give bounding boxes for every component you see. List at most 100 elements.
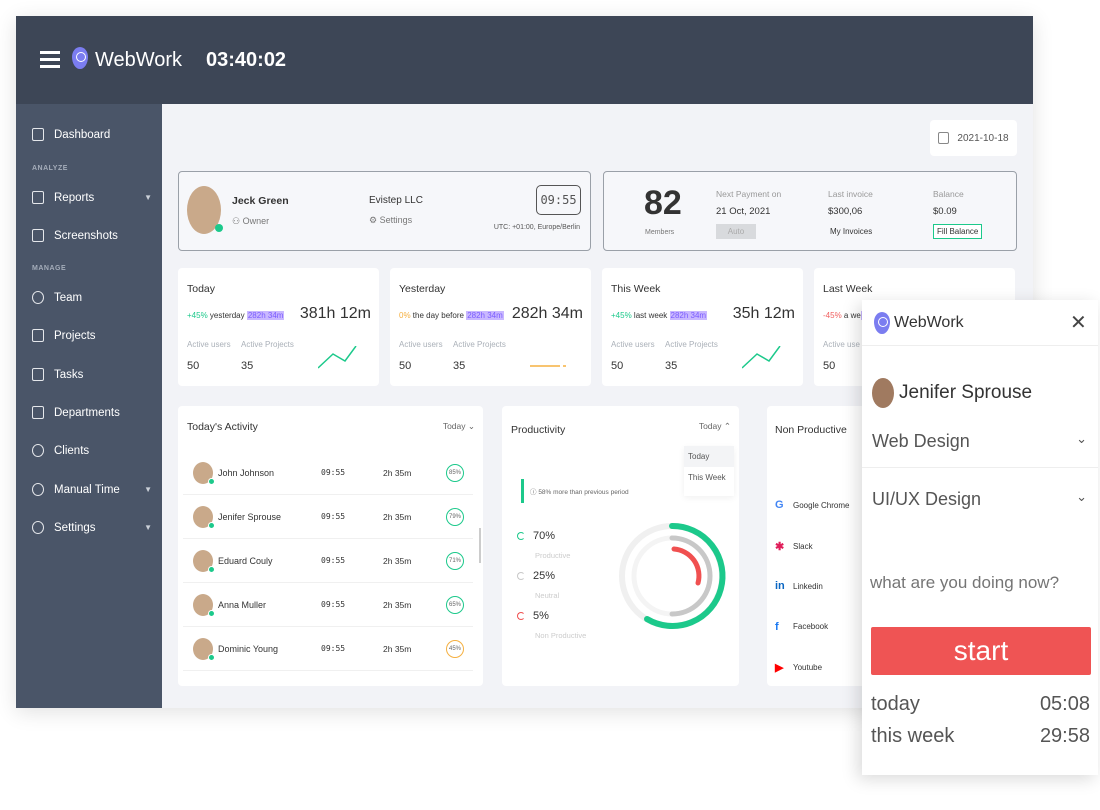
activity-percent-ring: 45%	[446, 639, 464, 658]
stat-total: 381h 12m	[299, 305, 371, 322]
app-name: Slack	[793, 541, 813, 551]
cmp-value: 282h 34m	[669, 311, 708, 320]
member-name: Jenifer Sprouse	[218, 511, 282, 522]
sidebar-item-clients[interactable]: Clients	[32, 444, 152, 457]
cmp-label: last week	[633, 311, 668, 320]
stat-total: 282h 34m	[511, 305, 583, 322]
clock-icon	[32, 483, 44, 496]
label: Clients	[54, 444, 90, 457]
legend-label: Non Productive	[535, 631, 587, 640]
user-icon	[32, 444, 44, 457]
stat-comparison: -45% a we	[823, 311, 863, 320]
briefcase-icon	[32, 329, 44, 342]
label: Manual Time	[54, 483, 120, 496]
app-logo-icon: ✱	[775, 540, 785, 553]
sidebar-item-settings[interactable]: Settings ▼	[32, 521, 152, 534]
activity-row[interactable]: John Johnson 09:55 2h 35m 85%	[183, 451, 473, 495]
sidebar-item-dashboard[interactable]: Dashboard	[32, 128, 152, 141]
activity-row[interactable]: Eduard Couly 09:55 2h 35m 71%	[183, 539, 473, 583]
balance-amount: $0.09	[933, 206, 957, 217]
users-value: 50	[187, 360, 200, 372]
users-label: Active users	[187, 340, 231, 349]
chevron-down-icon: ▼	[144, 485, 152, 494]
sidebar-item-departments[interactable]: Departments	[32, 406, 152, 419]
document-icon	[32, 191, 44, 204]
gear-icon	[32, 521, 44, 534]
sidebar-item-projects[interactable]: Projects	[32, 329, 152, 342]
filter-label: Today	[698, 421, 722, 431]
sidebar-item-manual-time[interactable]: Manual Time ▼	[32, 483, 152, 496]
chevron-down-icon: ▼	[144, 523, 152, 532]
scrollbar[interactable]	[479, 528, 481, 563]
productivity-card: Productivity Today ⌃ Today This Week ⓘ 5…	[502, 406, 739, 686]
app-item: in Linkedin	[775, 580, 823, 592]
app-item: ✱ Slack	[775, 540, 813, 553]
cmp-label: the day before	[412, 311, 464, 320]
note-accent	[521, 479, 524, 503]
timer: 03:40:02	[206, 49, 287, 71]
filter-menu: Today This Week	[684, 446, 734, 496]
task-select[interactable]: UI/UX Design ⌄	[872, 489, 1087, 510]
cmp-value	[860, 311, 863, 320]
activity-input[interactable]	[870, 573, 1090, 593]
sidebar-item-tasks[interactable]: Tasks	[32, 368, 152, 381]
start-time: 09:55	[321, 600, 346, 609]
my-invoices-link[interactable]: My Invoices	[830, 227, 873, 236]
option-this-week[interactable]: This Week	[688, 473, 726, 482]
trend-sparkline	[318, 346, 357, 369]
start-time: 09:55	[321, 556, 346, 565]
start-time: 09:55	[321, 644, 346, 653]
avatar	[193, 637, 215, 661]
change: -45%	[823, 311, 842, 320]
activity-row[interactable]: Dominic Young 09:55 2h 35m 45%	[183, 627, 473, 671]
week-label: this week	[871, 725, 955, 747]
avatar	[193, 593, 215, 617]
members-label: Members	[645, 229, 675, 236]
app-item: ▶ Youtube	[775, 661, 822, 674]
activity-filter-dropdown[interactable]: Today ⌄	[443, 421, 475, 432]
duration: 2h 35m	[383, 511, 412, 522]
auto-button[interactable]: Auto	[716, 224, 756, 239]
section-analyze: ANALYZE	[32, 165, 68, 172]
members-count: 82	[644, 184, 682, 222]
app-name: Google Chrome	[793, 500, 850, 510]
start-time: 09:55	[321, 468, 346, 477]
settings-link[interactable]: ⚙ Settings	[369, 215, 413, 225]
sidebar-item-screenshots[interactable]: Screenshots	[32, 229, 152, 242]
fill-balance-button[interactable]: Fill Balance	[933, 224, 983, 239]
stat-comparison: 0% the day before 282h 34m	[399, 311, 504, 320]
app-logo-icon: in	[775, 580, 785, 592]
start-button[interactable]: start	[871, 627, 1091, 675]
section-manage: MANAGE	[32, 265, 67, 272]
app-name: Linkedin	[793, 581, 823, 591]
next-payment-date: 21 Oct, 2021	[716, 206, 771, 217]
avatar	[193, 461, 215, 485]
label: Team	[54, 291, 83, 304]
non-productive-card: Non Productive G Google Chrome ✱ Slack in Lin…	[767, 406, 867, 686]
close-icon[interactable]: ✕	[1070, 312, 1087, 334]
duration: 2h 35m	[383, 555, 412, 566]
stat-title: This Week	[611, 283, 661, 295]
building-icon	[32, 406, 44, 419]
balance-label: Balance	[933, 189, 964, 199]
next-payment-label: Next Payment on	[716, 189, 782, 199]
date-value: 2021-10-18	[957, 132, 1009, 144]
activity-row[interactable]: Anna Muller 09:55 2h 35m 65%	[183, 583, 473, 627]
duration: 2h 35m	[383, 599, 412, 610]
stat-card: This Week +45% last week 282h 34m 35h 12…	[602, 268, 803, 386]
menu-icon[interactable]	[40, 47, 60, 72]
activity-row[interactable]: Jenifer Sprouse 09:55 2h 35m 79%	[183, 495, 473, 539]
productivity-filter-dropdown[interactable]: Today ⌃	[699, 421, 731, 432]
nonproductive-arc	[671, 546, 702, 586]
legend-value: 70%	[533, 530, 556, 542]
app-item: f Facebook	[775, 621, 828, 633]
duration: 2h 35m	[383, 643, 412, 654]
option-today[interactable]: Today	[684, 446, 734, 467]
sidebar-item-team[interactable]: Team	[32, 291, 152, 304]
project-value: Web Design	[872, 431, 970, 451]
today-time: 05:08	[1039, 693, 1090, 715]
date-picker[interactable]: 2021-10-18	[930, 120, 1017, 156]
project-select[interactable]: Web Design ⌄	[872, 431, 1087, 452]
sidebar-item-reports[interactable]: Reports ▼	[32, 191, 152, 204]
profile-name: Jeck Green	[232, 195, 289, 207]
